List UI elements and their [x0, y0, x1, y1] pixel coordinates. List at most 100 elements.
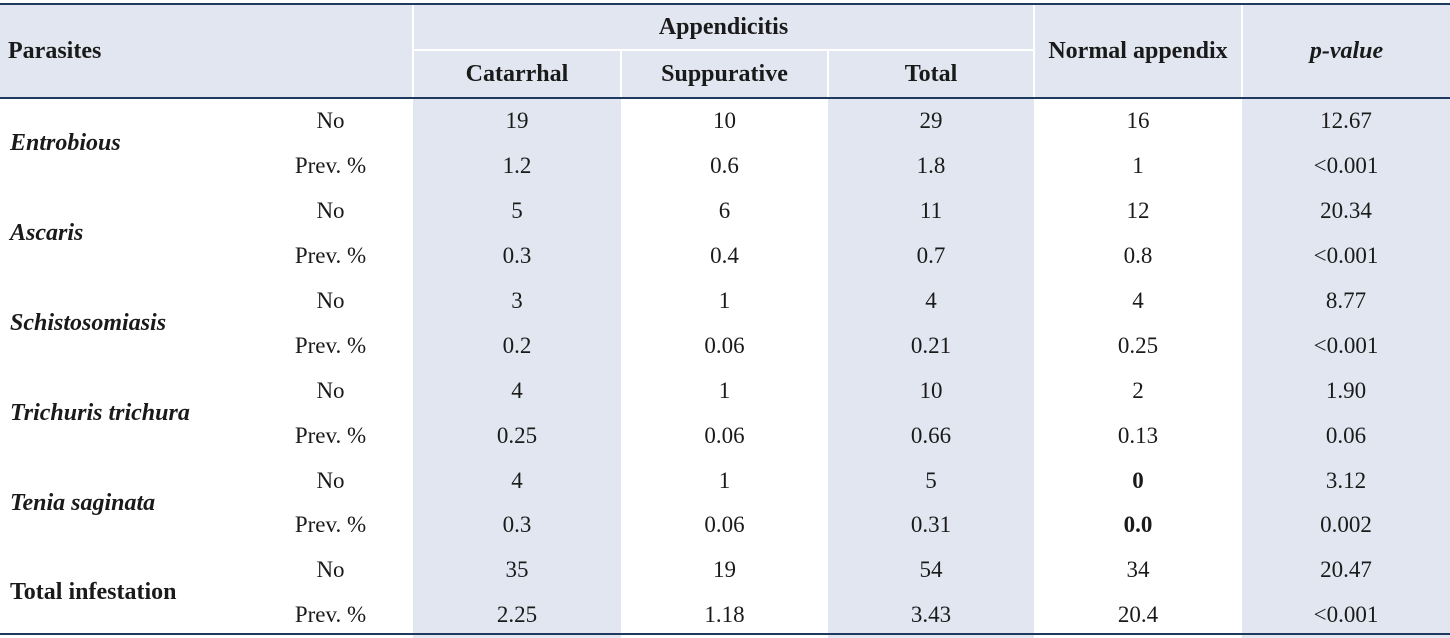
cell-p: 8.77: [1242, 278, 1450, 324]
cell-total: 0.7: [828, 233, 1035, 279]
header-appendicitis: Appendicitis: [413, 5, 1036, 51]
parasite-name: Trichuris trichura: [10, 399, 190, 426]
table-header: Parasites Appendicitis Normal appendix p…: [0, 5, 1450, 99]
cell-suppurative: 1: [718, 377, 731, 403]
parasite-name: Entrobious: [10, 130, 121, 157]
stat-label: Prev. %: [294, 153, 367, 179]
cell-p: 12.67: [1242, 98, 1450, 144]
stat-label: Prev. %: [294, 332, 367, 358]
cell-total: 11: [828, 188, 1035, 234]
stat-label: No: [316, 108, 345, 134]
cell-p: <0.001: [1242, 143, 1450, 189]
cell-suppurative: 0.4: [710, 243, 739, 269]
cell-total: 54: [828, 547, 1035, 593]
stat-label: No: [316, 467, 345, 493]
cell-normal: 0: [1132, 467, 1144, 493]
cell-catarrhal: 4: [413, 458, 621, 504]
cell-suppurative: 1: [718, 288, 731, 313]
header-catarrhal: Catarrhal: [413, 50, 622, 99]
cell-normal: 34: [1126, 557, 1150, 583]
cell-p: 20.47: [1242, 547, 1450, 593]
cell-p: <0.001: [1242, 233, 1450, 279]
cell-catarrhal: 4: [413, 368, 621, 414]
stat-label: Prev. %: [294, 422, 367, 448]
table-body: Entrobious No 19 10 29 16 12.67 Prev. % 1.2 0.6 1.…: [0, 98, 1450, 638]
header-suppurative: Suppurative: [621, 50, 829, 99]
bottom-rule: [0, 633, 1450, 635]
top-rule: [0, 3, 1450, 5]
cell-normal: 0.0: [1123, 512, 1153, 538]
cell-total: 29: [828, 98, 1035, 144]
header-p-value: p-value: [1242, 5, 1450, 99]
cell-suppurative: 1: [718, 467, 731, 493]
table-row: Prev. % 0.25 0.06 0.66 0.13 0.06: [0, 413, 1450, 459]
cell-total: 10: [828, 368, 1035, 414]
cell-suppurative: 19: [713, 557, 736, 583]
cell-suppurative: 0.06: [704, 512, 745, 538]
cell-total: 0.31: [828, 503, 1035, 548]
header-normal-appendix: Normal appendix: [1034, 5, 1244, 99]
cell-total: 3.43: [828, 592, 1035, 638]
stat-label: No: [316, 557, 345, 583]
stat-label: Prev. %: [294, 512, 367, 538]
stat-label: No: [316, 288, 345, 313]
cell-catarrhal: 0.3: [413, 233, 621, 279]
table-row: Schistosomiasis No 3 1 4 4 8.77: [0, 278, 1450, 336]
cell-catarrhal: 0.25: [413, 413, 621, 459]
cell-suppurative: 10: [713, 108, 736, 134]
cell-normal: 0.8: [1123, 243, 1153, 269]
cell-normal: 2: [1132, 377, 1144, 403]
cell-suppurative: 0.06: [704, 332, 745, 358]
cell-catarrhal: 5: [413, 188, 621, 234]
cell-catarrhal: 2.25: [413, 592, 621, 638]
parasites-table: Parasites Appendicitis Normal appendix p…: [0, 5, 1450, 638]
table-row: Total infestation No 35 19 54 34 20.47: [0, 547, 1450, 605]
table-row: Prev. % 1.2 0.6 1.8 1 <0.001: [0, 143, 1450, 189]
cell-catarrhal: 35: [413, 547, 621, 593]
cell-catarrhal: 0.2: [413, 323, 621, 369]
cell-p: 20.34: [1242, 188, 1450, 234]
cell-suppurative: 0.06: [704, 422, 745, 448]
parasite-name: Total infestation: [10, 579, 177, 606]
cell-normal: 16: [1126, 108, 1150, 134]
cell-total: 1.8: [828, 143, 1035, 189]
table-row: Prev. % 0.3 0.4 0.7 0.8 <0.001: [0, 233, 1450, 279]
table-row: Prev. % 0.3 0.06 0.31 0.0 0.002: [0, 503, 1450, 548]
cell-normal: 20.4: [1117, 602, 1159, 628]
stat-label: Prev. %: [294, 243, 367, 269]
table-row: Trichuris trichura No 4 1 10 2 1.90: [0, 368, 1450, 426]
cell-normal: 0.13: [1117, 422, 1159, 448]
header-total: Total: [828, 50, 1036, 99]
cell-p: 0.002: [1242, 503, 1450, 548]
cell-p: 3.12: [1242, 458, 1450, 504]
cell-suppurative: 6: [718, 198, 731, 224]
header-parasites: Parasites: [0, 5, 414, 99]
stat-label: No: [316, 198, 345, 224]
cell-normal: 12: [1126, 198, 1150, 224]
table-row: Entrobious No 19 10 29 16 12.67: [0, 98, 1450, 156]
parasite-name: Schistosomiasis: [10, 309, 167, 336]
cell-p: 0.06: [1242, 413, 1450, 459]
cell-catarrhal: 19: [413, 98, 621, 144]
table-row: Tenia saginata No 4 1 5 0 3.12: [0, 458, 1450, 516]
cell-normal: 0.25: [1117, 332, 1159, 358]
table-row: Ascaris No 5 6 11 12 20.34: [0, 188, 1450, 246]
cell-normal: 1: [1132, 153, 1144, 179]
parasite-name: Tenia saginata: [10, 489, 156, 516]
cell-total: 5: [828, 458, 1035, 504]
cell-normal: 4: [1132, 288, 1144, 313]
stat-label: Prev. %: [294, 602, 367, 628]
cell-catarrhal: 0.3: [413, 503, 621, 548]
cell-total: 0.66: [828, 413, 1035, 459]
table-row: Prev. % 2.25 1.18 3.43 20.4 <0.001: [0, 592, 1450, 638]
cell-p: <0.001: [1242, 323, 1450, 369]
cell-total: 0.21: [828, 323, 1035, 369]
parasite-name: Ascaris: [10, 220, 84, 247]
cell-catarrhal: 3: [413, 278, 621, 324]
stat-label: No: [316, 377, 345, 403]
table-row: Prev. % 0.2 0.06 0.21 0.25 <0.001: [0, 323, 1450, 369]
cell-total: 4: [828, 278, 1035, 324]
cell-catarrhal: 1.2: [413, 143, 621, 189]
cell-p: 1.90: [1242, 368, 1450, 414]
